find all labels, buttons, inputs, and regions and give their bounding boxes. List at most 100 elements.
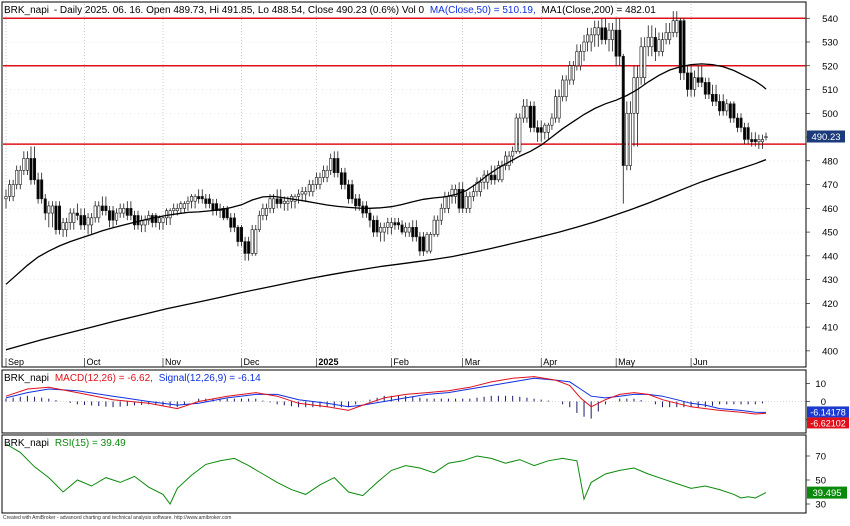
signal-line bbox=[5, 377, 767, 413]
candle-body bbox=[575, 51, 579, 67]
price-header: BRK_napi - Daily 2025. 06. 16. Open 489.… bbox=[4, 5, 656, 16]
candle-body bbox=[686, 72, 690, 90]
candle-body bbox=[175, 208, 179, 211]
candle-body bbox=[411, 227, 415, 238]
candle-body bbox=[186, 200, 190, 204]
symbol-label: BRK_napi bbox=[4, 5, 49, 16]
candle-body bbox=[58, 205, 62, 231]
candle-body bbox=[118, 208, 122, 214]
ohlc-label: - Daily 2025. 06. 16. Open 489.73, Hi 49… bbox=[54, 5, 425, 16]
candle-body bbox=[582, 41, 586, 52]
candle-body bbox=[504, 155, 508, 166]
candle-body bbox=[314, 177, 318, 185]
candle-body bbox=[732, 103, 736, 119]
candle-body bbox=[432, 219, 436, 235]
candle-body bbox=[725, 103, 729, 112]
candle-body bbox=[646, 36, 650, 48]
candle-body bbox=[4, 196, 8, 200]
candle-body bbox=[436, 219, 440, 235]
candle-body bbox=[339, 172, 343, 185]
candle-body bbox=[364, 205, 368, 214]
price-tick-label: 460 bbox=[822, 204, 838, 215]
macd-tick-label: 10 bbox=[815, 379, 826, 390]
candle-body bbox=[211, 203, 215, 211]
candle-body bbox=[536, 127, 540, 133]
candle-body bbox=[757, 139, 761, 143]
candle-body bbox=[404, 227, 408, 233]
candle-body bbox=[389, 222, 393, 228]
candle-body bbox=[418, 236, 422, 252]
candle-body bbox=[204, 198, 208, 204]
candle-body bbox=[286, 200, 290, 204]
candle-body bbox=[625, 112, 629, 166]
candle-body bbox=[254, 229, 258, 254]
candle-body bbox=[222, 208, 226, 219]
candle-body bbox=[707, 82, 711, 95]
candle-body bbox=[18, 170, 22, 185]
candle-body bbox=[539, 127, 543, 133]
rsi-label: RSI(15) = 39.49 bbox=[55, 438, 126, 449]
candle-body bbox=[596, 27, 600, 36]
candle-body bbox=[746, 127, 750, 140]
candle-body bbox=[682, 20, 686, 74]
candle-body bbox=[68, 212, 72, 223]
candle-body bbox=[111, 210, 115, 221]
candle-body bbox=[129, 208, 133, 216]
candle-body bbox=[650, 36, 654, 48]
candle-body bbox=[414, 227, 418, 238]
candle-body bbox=[97, 205, 101, 219]
candle-body bbox=[247, 241, 251, 254]
price-tick-label: 430 bbox=[822, 275, 838, 286]
candle-body bbox=[229, 217, 233, 228]
candle-body bbox=[628, 112, 632, 166]
candle-body bbox=[122, 208, 126, 214]
candle-body bbox=[439, 208, 443, 221]
candle-body bbox=[550, 117, 554, 126]
candle-body bbox=[193, 196, 197, 202]
candle-body bbox=[607, 29, 611, 40]
candle-body bbox=[710, 93, 714, 102]
signal-label: Signal(12,26,9) = -6.14 bbox=[159, 373, 261, 384]
candle-body bbox=[407, 227, 411, 233]
candle-body bbox=[571, 65, 575, 81]
candle-body bbox=[297, 193, 301, 197]
candle-body bbox=[671, 20, 675, 33]
candle-body bbox=[464, 196, 468, 209]
candle-body bbox=[268, 198, 272, 209]
price-tick-label: 540 bbox=[822, 14, 838, 25]
candle-body bbox=[200, 196, 204, 200]
price-tick-label: 400 bbox=[822, 346, 838, 357]
candle-body bbox=[425, 234, 429, 252]
candle-body bbox=[61, 222, 65, 231]
candle-body bbox=[400, 224, 404, 233]
x-tick-label: Nov bbox=[165, 357, 182, 367]
candle-body bbox=[47, 205, 51, 214]
candle-body bbox=[461, 189, 465, 209]
candle-body bbox=[593, 27, 597, 36]
candle-body bbox=[357, 198, 361, 207]
candle-body bbox=[104, 205, 108, 211]
candle-body bbox=[664, 32, 668, 40]
candle-body bbox=[165, 210, 169, 219]
candle-body bbox=[603, 27, 607, 40]
macd-value-label: -6.62102 bbox=[810, 418, 846, 428]
candle-body bbox=[611, 29, 615, 40]
candle-body bbox=[107, 210, 111, 221]
candle-body bbox=[529, 105, 533, 128]
candle-body bbox=[86, 217, 90, 226]
candles bbox=[4, 11, 768, 261]
macd-line bbox=[5, 376, 767, 415]
candle-body bbox=[147, 215, 151, 221]
candle-body bbox=[172, 208, 176, 211]
candle-body bbox=[182, 203, 186, 209]
candle-body bbox=[65, 222, 69, 231]
candle-body bbox=[29, 158, 33, 181]
candle-body bbox=[618, 29, 622, 57]
candle-body bbox=[115, 212, 119, 221]
candle-body bbox=[661, 39, 665, 52]
candle-body bbox=[728, 103, 732, 119]
candle-body bbox=[322, 170, 326, 178]
candle-body bbox=[72, 212, 76, 223]
candle-body bbox=[718, 101, 722, 112]
